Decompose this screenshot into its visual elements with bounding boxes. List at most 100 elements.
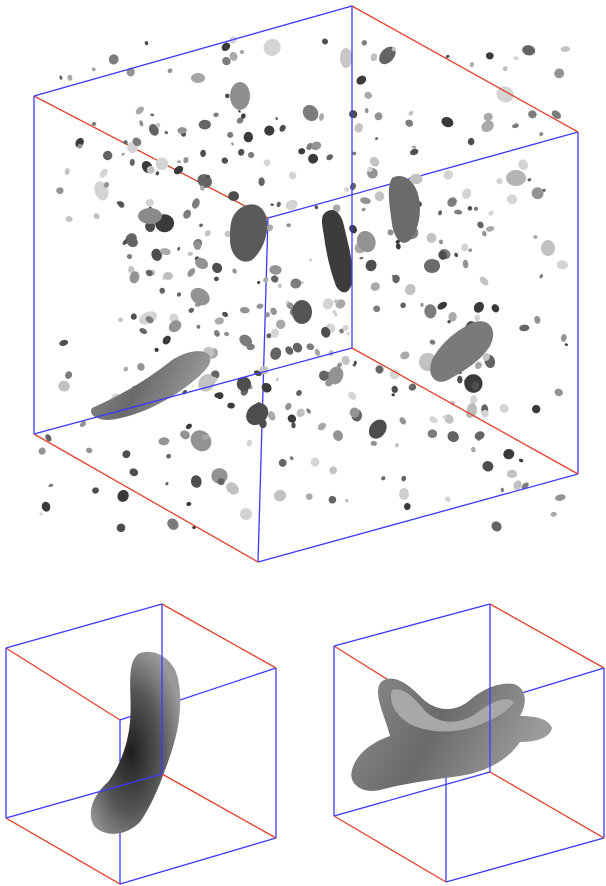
blob-large <box>230 82 250 110</box>
blob <box>190 430 212 452</box>
blob <box>266 333 272 339</box>
blob <box>239 49 245 55</box>
blob <box>167 518 179 530</box>
blob <box>266 224 274 231</box>
blob <box>318 370 329 381</box>
blob <box>279 124 286 132</box>
blob <box>148 124 159 136</box>
blob <box>500 487 504 493</box>
blob <box>188 307 195 313</box>
blob <box>185 423 192 430</box>
blob <box>221 42 231 52</box>
blob <box>91 121 97 126</box>
blob <box>195 257 209 270</box>
blob <box>276 201 281 208</box>
blob <box>409 384 413 388</box>
blob <box>248 151 255 159</box>
blob <box>329 466 338 475</box>
blob <box>473 301 484 313</box>
blob <box>314 205 319 210</box>
blob <box>145 269 153 277</box>
blob <box>123 366 129 372</box>
blob <box>196 324 201 329</box>
blob <box>314 348 321 357</box>
main-structure-top-right <box>388 175 420 243</box>
blob <box>256 303 264 309</box>
blob <box>533 235 538 239</box>
blob <box>200 149 207 157</box>
blob <box>381 476 386 481</box>
blob <box>129 271 140 284</box>
blob <box>560 334 567 342</box>
blob <box>542 188 546 192</box>
main-volume-panel <box>33 5 579 563</box>
blob <box>308 153 319 164</box>
blob <box>277 283 282 288</box>
blob <box>121 152 125 156</box>
blob <box>238 110 241 113</box>
blob <box>150 113 155 117</box>
blob <box>391 47 396 52</box>
blob-large <box>399 488 409 500</box>
blob <box>263 277 269 283</box>
blob <box>302 104 319 122</box>
blob <box>513 480 522 491</box>
blob <box>469 62 474 68</box>
blob <box>308 258 313 262</box>
blob <box>410 148 419 156</box>
blob <box>38 447 46 455</box>
blob <box>352 151 357 156</box>
blob <box>448 312 457 322</box>
blob <box>349 110 358 119</box>
blob <box>306 408 311 414</box>
blob <box>240 113 246 119</box>
blob <box>263 38 281 56</box>
blob <box>392 274 400 284</box>
main-cube-back-edges <box>33 95 579 563</box>
blob <box>485 52 494 60</box>
blob <box>470 395 478 404</box>
blob <box>477 221 484 229</box>
blob <box>488 210 494 216</box>
blob <box>103 182 110 188</box>
blob <box>332 309 337 314</box>
blob <box>403 502 411 511</box>
blob <box>349 182 357 191</box>
blob <box>369 156 380 167</box>
blob <box>132 137 142 147</box>
blob <box>167 68 173 74</box>
blob <box>387 229 394 236</box>
blob <box>370 53 378 62</box>
blob <box>285 199 298 211</box>
detail-right-panel <box>333 603 605 883</box>
blob <box>246 439 253 447</box>
blob <box>155 157 169 171</box>
blob-large <box>240 508 252 520</box>
blob <box>482 461 494 472</box>
blob <box>129 158 135 166</box>
blob <box>528 110 537 119</box>
blob <box>296 408 305 418</box>
blob <box>447 320 451 324</box>
blob <box>339 328 344 334</box>
blob <box>263 159 271 167</box>
blob <box>116 201 124 206</box>
blob <box>443 170 454 180</box>
blob <box>519 324 530 332</box>
blob-large <box>424 259 440 273</box>
blob <box>447 197 457 207</box>
blob <box>518 458 524 463</box>
blob <box>139 328 148 335</box>
blob <box>482 230 487 237</box>
blob-large <box>163 272 173 280</box>
blob <box>273 489 287 502</box>
blob <box>288 171 297 180</box>
blob <box>491 304 500 313</box>
blob <box>214 330 220 337</box>
blob <box>325 379 333 387</box>
blob <box>512 123 519 129</box>
blob <box>374 191 385 202</box>
blob-large <box>191 73 205 83</box>
blob <box>257 280 261 285</box>
